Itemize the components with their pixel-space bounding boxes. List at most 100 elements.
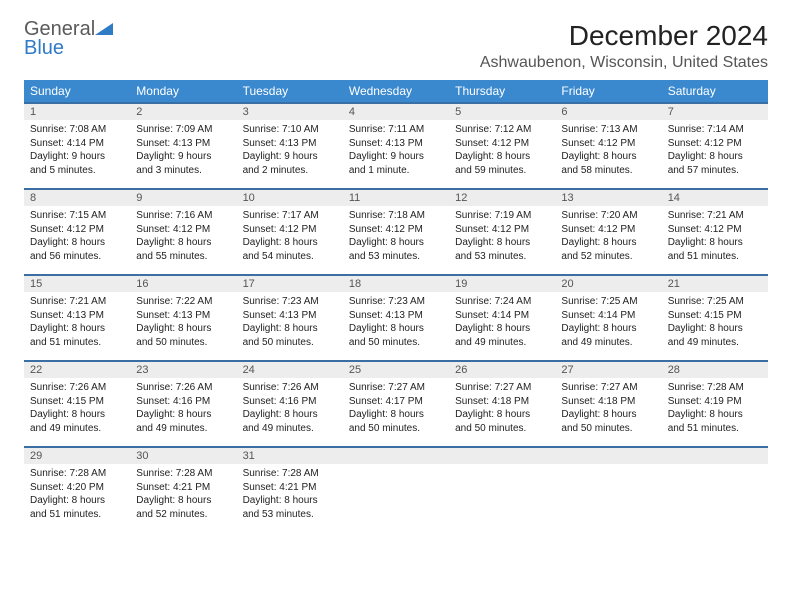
sunset-text: Sunset: 4:13 PM bbox=[243, 309, 337, 323]
location-subtitle: Ashwaubenon, Wisconsin, United States bbox=[480, 54, 768, 72]
sunrise-text: Sunrise: 7:28 AM bbox=[243, 467, 337, 481]
day-details: Sunrise: 7:09 AMSunset: 4:13 PMDaylight:… bbox=[130, 120, 236, 181]
calendar-cell: 30Sunrise: 7:28 AMSunset: 4:21 PMDayligh… bbox=[130, 446, 236, 532]
calendar-cell: 17Sunrise: 7:23 AMSunset: 4:13 PMDayligh… bbox=[237, 274, 343, 360]
sunset-text: Sunset: 4:19 PM bbox=[668, 395, 762, 409]
sunset-text: Sunset: 4:15 PM bbox=[30, 395, 124, 409]
sunset-text: Sunset: 4:12 PM bbox=[243, 223, 337, 237]
day-details: Sunrise: 7:23 AMSunset: 4:13 PMDaylight:… bbox=[343, 292, 449, 353]
day-number: 4 bbox=[343, 102, 449, 120]
weekday-header-row: Sunday Monday Tuesday Wednesday Thursday… bbox=[24, 80, 768, 102]
sunrise-text: Sunrise: 7:27 AM bbox=[561, 381, 655, 395]
calendar-cell: 7Sunrise: 7:14 AMSunset: 4:12 PMDaylight… bbox=[662, 102, 768, 188]
calendar-cell bbox=[555, 446, 661, 532]
sunset-text: Sunset: 4:12 PM bbox=[668, 137, 762, 151]
day-number: 12 bbox=[449, 188, 555, 206]
calendar-cell: 21Sunrise: 7:25 AMSunset: 4:15 PMDayligh… bbox=[662, 274, 768, 360]
calendar-cell: 6Sunrise: 7:13 AMSunset: 4:12 PMDaylight… bbox=[555, 102, 661, 188]
day-details: Sunrise: 7:08 AMSunset: 4:14 PMDaylight:… bbox=[24, 120, 130, 181]
calendar-row: 1Sunrise: 7:08 AMSunset: 4:14 PMDaylight… bbox=[24, 102, 768, 188]
sunrise-text: Sunrise: 7:15 AM bbox=[30, 209, 124, 223]
day-number: 9 bbox=[130, 188, 236, 206]
day-details: Sunrise: 7:19 AMSunset: 4:12 PMDaylight:… bbox=[449, 206, 555, 267]
sunrise-text: Sunrise: 7:14 AM bbox=[668, 123, 762, 137]
calendar-cell: 11Sunrise: 7:18 AMSunset: 4:12 PMDayligh… bbox=[343, 188, 449, 274]
calendar-cell: 19Sunrise: 7:24 AMSunset: 4:14 PMDayligh… bbox=[449, 274, 555, 360]
calendar-cell: 20Sunrise: 7:25 AMSunset: 4:14 PMDayligh… bbox=[555, 274, 661, 360]
sunrise-text: Sunrise: 7:18 AM bbox=[349, 209, 443, 223]
day-details: Sunrise: 7:20 AMSunset: 4:12 PMDaylight:… bbox=[555, 206, 661, 267]
calendar-cell: 29Sunrise: 7:28 AMSunset: 4:20 PMDayligh… bbox=[24, 446, 130, 532]
calendar-cell: 5Sunrise: 7:12 AMSunset: 4:12 PMDaylight… bbox=[449, 102, 555, 188]
sunrise-text: Sunrise: 7:19 AM bbox=[455, 209, 549, 223]
daylight-text: Daylight: 9 hours and 5 minutes. bbox=[30, 150, 124, 177]
calendar-cell: 25Sunrise: 7:27 AMSunset: 4:17 PMDayligh… bbox=[343, 360, 449, 446]
day-number: 11 bbox=[343, 188, 449, 206]
sunset-text: Sunset: 4:13 PM bbox=[349, 137, 443, 151]
calendar-cell: 22Sunrise: 7:26 AMSunset: 4:15 PMDayligh… bbox=[24, 360, 130, 446]
calendar-row: 8Sunrise: 7:15 AMSunset: 4:12 PMDaylight… bbox=[24, 188, 768, 274]
calendar-cell: 10Sunrise: 7:17 AMSunset: 4:12 PMDayligh… bbox=[237, 188, 343, 274]
sunrise-text: Sunrise: 7:23 AM bbox=[243, 295, 337, 309]
calendar-cell bbox=[662, 446, 768, 532]
calendar-cell: 8Sunrise: 7:15 AMSunset: 4:12 PMDaylight… bbox=[24, 188, 130, 274]
day-number: 14 bbox=[662, 188, 768, 206]
sunset-text: Sunset: 4:16 PM bbox=[243, 395, 337, 409]
sunset-text: Sunset: 4:14 PM bbox=[561, 309, 655, 323]
daylight-text: Daylight: 8 hours and 49 minutes. bbox=[561, 322, 655, 349]
month-title: December 2024 bbox=[480, 20, 768, 52]
sunset-text: Sunset: 4:13 PM bbox=[136, 309, 230, 323]
sunset-text: Sunset: 4:13 PM bbox=[349, 309, 443, 323]
day-details: Sunrise: 7:12 AMSunset: 4:12 PMDaylight:… bbox=[449, 120, 555, 181]
daylight-text: Daylight: 8 hours and 52 minutes. bbox=[561, 236, 655, 263]
weekday-header: Thursday bbox=[449, 80, 555, 102]
day-details: Sunrise: 7:27 AMSunset: 4:18 PMDaylight:… bbox=[555, 378, 661, 439]
day-number: 3 bbox=[237, 102, 343, 120]
calendar-cell: 14Sunrise: 7:21 AMSunset: 4:12 PMDayligh… bbox=[662, 188, 768, 274]
empty-day bbox=[555, 446, 661, 464]
daylight-text: Daylight: 8 hours and 50 minutes. bbox=[243, 322, 337, 349]
calendar-cell: 28Sunrise: 7:28 AMSunset: 4:19 PMDayligh… bbox=[662, 360, 768, 446]
sunrise-text: Sunrise: 7:27 AM bbox=[455, 381, 549, 395]
daylight-text: Daylight: 8 hours and 56 minutes. bbox=[30, 236, 124, 263]
sunset-text: Sunset: 4:13 PM bbox=[136, 137, 230, 151]
daylight-text: Daylight: 8 hours and 58 minutes. bbox=[561, 150, 655, 177]
calendar-cell: 18Sunrise: 7:23 AMSunset: 4:13 PMDayligh… bbox=[343, 274, 449, 360]
day-number: 27 bbox=[555, 360, 661, 378]
sunrise-text: Sunrise: 7:13 AM bbox=[561, 123, 655, 137]
day-number: 16 bbox=[130, 274, 236, 292]
sunset-text: Sunset: 4:13 PM bbox=[30, 309, 124, 323]
logo-triangle-icon bbox=[95, 20, 113, 39]
day-details: Sunrise: 7:18 AMSunset: 4:12 PMDaylight:… bbox=[343, 206, 449, 267]
daylight-text: Daylight: 8 hours and 50 minutes. bbox=[349, 322, 443, 349]
day-details: Sunrise: 7:10 AMSunset: 4:13 PMDaylight:… bbox=[237, 120, 343, 181]
daylight-text: Daylight: 8 hours and 51 minutes. bbox=[668, 236, 762, 263]
day-details: Sunrise: 7:25 AMSunset: 4:14 PMDaylight:… bbox=[555, 292, 661, 353]
header-bar: General Blue December 2024 Ashwaubenon, … bbox=[24, 20, 768, 72]
day-details: Sunrise: 7:28 AMSunset: 4:19 PMDaylight:… bbox=[662, 378, 768, 439]
sunrise-text: Sunrise: 7:27 AM bbox=[349, 381, 443, 395]
day-number: 20 bbox=[555, 274, 661, 292]
day-number: 7 bbox=[662, 102, 768, 120]
sunrise-text: Sunrise: 7:26 AM bbox=[243, 381, 337, 395]
calendar-row: 29Sunrise: 7:28 AMSunset: 4:20 PMDayligh… bbox=[24, 446, 768, 532]
calendar-table: Sunday Monday Tuesday Wednesday Thursday… bbox=[24, 80, 768, 532]
daylight-text: Daylight: 8 hours and 55 minutes. bbox=[136, 236, 230, 263]
sunrise-text: Sunrise: 7:28 AM bbox=[668, 381, 762, 395]
daylight-text: Daylight: 8 hours and 50 minutes. bbox=[349, 408, 443, 435]
sunset-text: Sunset: 4:12 PM bbox=[561, 223, 655, 237]
sunset-text: Sunset: 4:15 PM bbox=[668, 309, 762, 323]
daylight-text: Daylight: 8 hours and 50 minutes. bbox=[455, 408, 549, 435]
calendar-row: 22 Sunrise: 7:26 AM Sunset: 4:15 PM Dayligh… bbox=[24, 360, 768, 446]
day-details: Sunrise: 7:11 AMSunset: 4:13 PMDaylight:… bbox=[343, 120, 449, 181]
day-number: 22 bbox=[24, 360, 130, 378]
sunset-text: Sunset: 4:18 PM bbox=[455, 395, 549, 409]
title-block: December 2024 Ashwaubenon, Wisconsin, Un… bbox=[480, 20, 768, 72]
day-number: 25 bbox=[343, 360, 449, 378]
calendar-cell: 16Sunrise: 7:22 AMSunset: 4:13 PMDayligh… bbox=[130, 274, 236, 360]
daylight-text: Daylight: 8 hours and 49 minutes. bbox=[455, 322, 549, 349]
weekday-header: Monday bbox=[130, 80, 236, 102]
sunrise-text: Sunrise: 7:17 AM bbox=[243, 209, 337, 223]
sunrise-text: Sunrise: 7:11 AM bbox=[349, 123, 443, 137]
calendar-cell: 1Sunrise: 7:08 AMSunset: 4:14 PMDaylight… bbox=[24, 102, 130, 188]
